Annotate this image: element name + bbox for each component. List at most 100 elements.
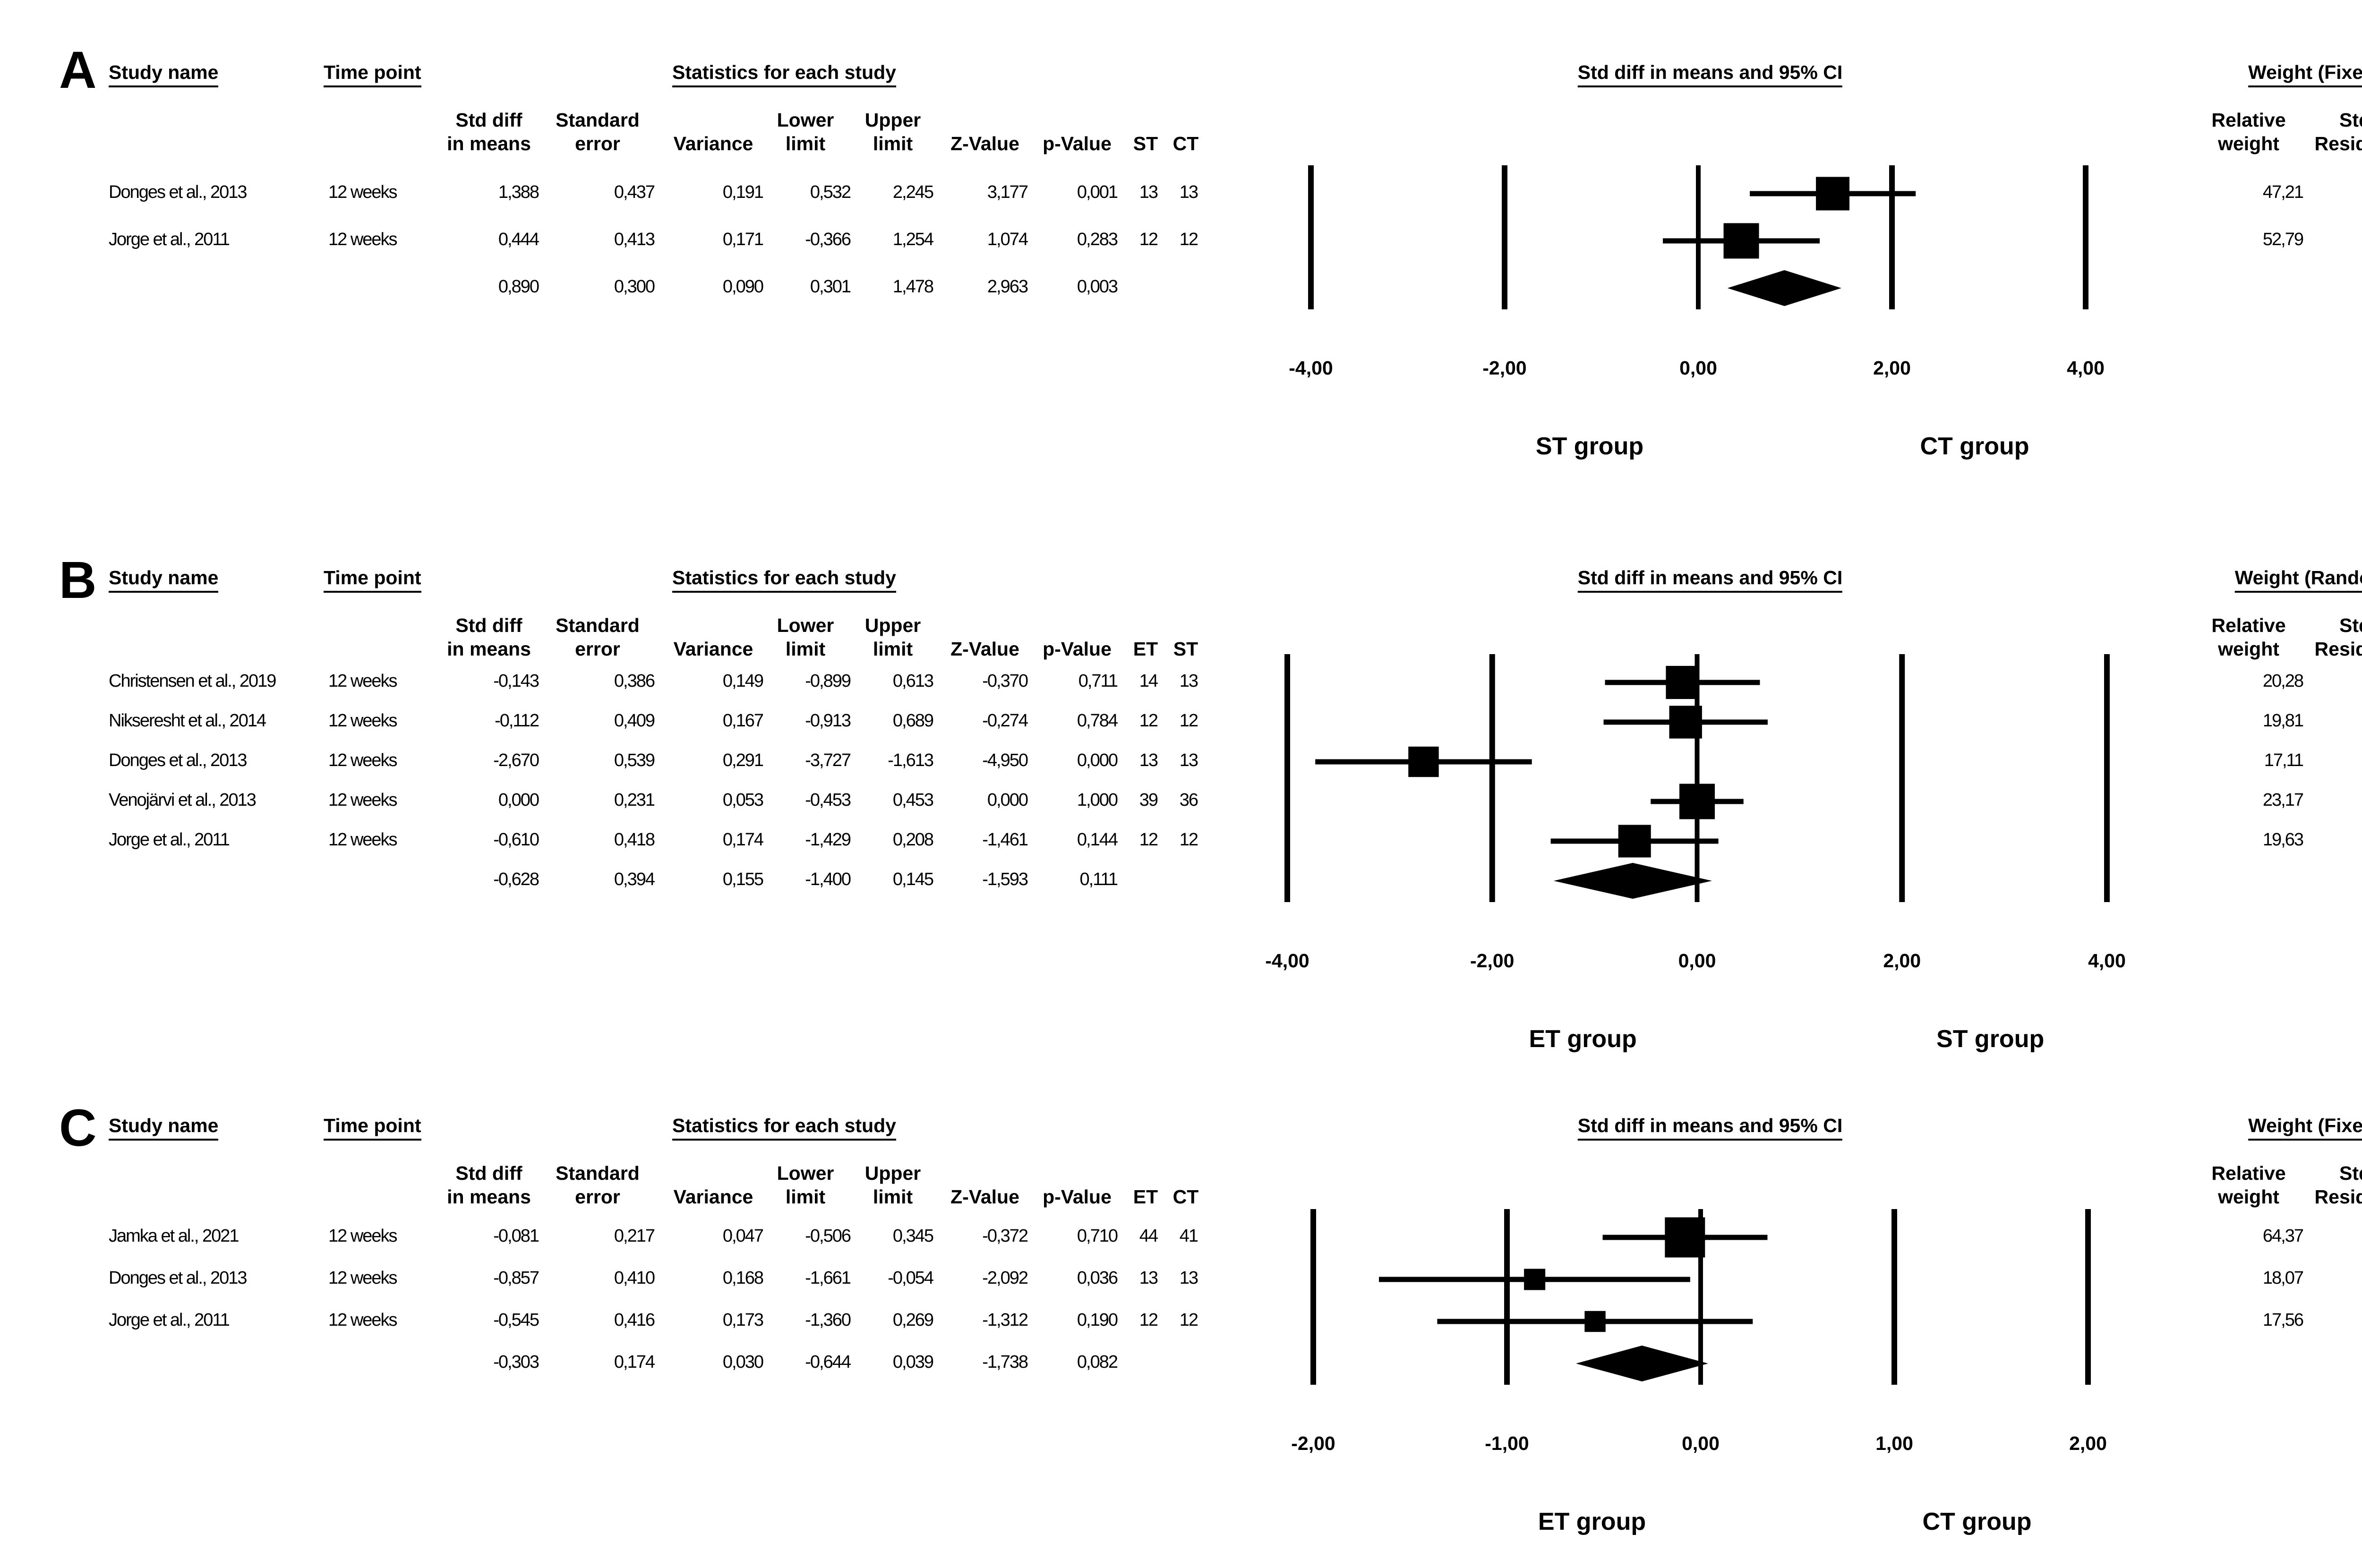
summary-cell-lower: -0,644 bbox=[805, 1352, 851, 1372]
stat-cell-z: 0,000 bbox=[987, 790, 1028, 810]
weight-title-header: Weight (Fixed) bbox=[2248, 1115, 2362, 1141]
col-header-std_resid: Std bbox=[2339, 614, 2362, 636]
plot-title-header: Std diff in means and 95% CI bbox=[1577, 1115, 1843, 1141]
stat-cell-se: 0,386 bbox=[614, 671, 655, 691]
study-name-cell: Jorge et al., 2011 bbox=[109, 230, 230, 249]
time-point-cell: 12 weeks bbox=[328, 1226, 398, 1246]
col-header-std_diff: Std diff bbox=[455, 109, 522, 131]
stat-cell-smd: 1,388 bbox=[498, 182, 539, 202]
stat-cell-z: 3,177 bbox=[987, 182, 1028, 202]
stat-cell-var: 0,149 bbox=[722, 671, 764, 691]
stat-cell-z: -1,461 bbox=[982, 830, 1028, 850]
stat-cell-se: 0,409 bbox=[614, 711, 655, 731]
study-name-header: Study name bbox=[109, 61, 219, 87]
stat-cell-weight: 17,56 bbox=[2262, 1310, 2304, 1330]
col-header-rel_weight: Relative bbox=[2211, 1162, 2286, 1184]
study-name-cell: Donges et al., 2013 bbox=[109, 1268, 248, 1288]
stat-cell-se: 0,410 bbox=[614, 1268, 655, 1288]
stat-cell-se: 0,231 bbox=[614, 790, 655, 810]
stat-cell-n2: 12 bbox=[1179, 230, 1198, 249]
col-header-upper: Upper bbox=[864, 109, 921, 131]
col-header-lower: limit bbox=[785, 1186, 826, 1208]
stat-cell-se: 0,418 bbox=[614, 830, 655, 850]
stat-cell-lower: -0,899 bbox=[805, 671, 851, 691]
weight-title-header: Weight (Fixed) bbox=[2248, 61, 2362, 87]
x-tick-label: -2,00 bbox=[1482, 357, 1527, 379]
stat-cell-z: -0,372 bbox=[982, 1226, 1028, 1246]
stat-cell-n1: 12 bbox=[1139, 230, 1158, 249]
x-tick-label: 2,00 bbox=[1873, 357, 1911, 379]
stat-cell-n2: 36 bbox=[1179, 790, 1198, 810]
stat-cell-upper: 0,689 bbox=[892, 711, 934, 731]
stat-cell-n2: 12 bbox=[1179, 1310, 1198, 1330]
stat-cell-z: -4,950 bbox=[982, 750, 1028, 770]
stat-cell-upper: 0,613 bbox=[892, 671, 934, 691]
stat-cell-var: 0,191 bbox=[722, 182, 764, 202]
plot-title-header: Std diff in means and 95% CI bbox=[1577, 567, 1843, 593]
stat-cell-n2: 41 bbox=[1179, 1226, 1198, 1246]
col-header-upper: Upper bbox=[864, 614, 921, 636]
col-header-z: Z-Value bbox=[950, 638, 1019, 660]
stat-cell-weight: 20,28 bbox=[2262, 671, 2304, 691]
stat-cell-weight: 47,21 bbox=[2262, 182, 2304, 202]
stats-title-header: Statistics for each study bbox=[672, 61, 896, 87]
summary-cell-var: 0,030 bbox=[722, 1352, 764, 1372]
panel-letter: A bbox=[59, 41, 97, 99]
stat-cell-weight: 64,37 bbox=[2262, 1226, 2304, 1246]
x-tick-label: -4,00 bbox=[1289, 357, 1333, 379]
stat-cell-n1: 12 bbox=[1139, 711, 1158, 731]
stat-cell-lower: -1,661 bbox=[805, 1268, 851, 1288]
stat-cell-p: 1,000 bbox=[1077, 790, 1118, 810]
stat-cell-z: -2,092 bbox=[982, 1268, 1028, 1288]
time-point-cell: 12 weeks bbox=[328, 1268, 398, 1288]
study-name-header: Study name bbox=[109, 1115, 219, 1141]
stat-cell-lower: -0,913 bbox=[805, 711, 851, 731]
col-header-std_diff: in means bbox=[447, 638, 531, 660]
stat-cell-smd: -0,143 bbox=[493, 671, 539, 691]
stat-cell-smd: -0,610 bbox=[493, 830, 539, 850]
left-group-label: ST group bbox=[1535, 433, 1644, 460]
effect-square bbox=[1816, 177, 1850, 211]
stat-cell-var: 0,168 bbox=[722, 1268, 764, 1288]
stat-cell-n2: 13 bbox=[1179, 1268, 1198, 1288]
summary-cell-p: 0,082 bbox=[1077, 1352, 1118, 1372]
effect-square bbox=[1408, 746, 1439, 777]
forest-plot-area bbox=[1310, 1209, 2091, 1385]
col-header-p: p-Value bbox=[1043, 1186, 1112, 1208]
col-header-std_diff: Std diff bbox=[455, 614, 522, 636]
study-name-cell: Jamka et al., 2021 bbox=[109, 1226, 240, 1246]
x-tick-label: 2,00 bbox=[2069, 1432, 2107, 1454]
time-point-cell: 12 weeks bbox=[328, 230, 398, 249]
stat-cell-p: 0,144 bbox=[1077, 830, 1118, 850]
plot-title-header: Std diff in means and 95% CI bbox=[1577, 61, 1843, 87]
time-point-cell: 12 weeks bbox=[328, 830, 398, 850]
stat-cell-weight: 23,17 bbox=[2262, 790, 2304, 810]
stat-cell-lower: -0,506 bbox=[805, 1226, 851, 1246]
col-header-lower: limit bbox=[785, 638, 826, 660]
effect-square bbox=[1666, 665, 1699, 699]
stat-cell-n2: 13 bbox=[1179, 671, 1198, 691]
stat-cell-var: 0,167 bbox=[722, 711, 764, 731]
forest-panel-c: C Study name Time point Statistics for each… bbox=[0, 1058, 2362, 1568]
stat-cell-n1: 13 bbox=[1139, 1268, 1158, 1288]
stat-cell-n2: 12 bbox=[1179, 830, 1198, 850]
effect-square bbox=[1669, 706, 1702, 739]
stat-cell-n2: 13 bbox=[1179, 750, 1198, 770]
col-header-std_resid: Residual bbox=[2314, 133, 2362, 154]
summary-cell-smd: -0,628 bbox=[493, 869, 539, 889]
stat-cell-p: 0,711 bbox=[1078, 671, 1118, 691]
effect-square bbox=[1723, 223, 1759, 259]
summary-diamond bbox=[1575, 1346, 1708, 1381]
x-tick-label: 0,00 bbox=[1682, 1432, 1720, 1454]
summary-cell-var: 0,090 bbox=[722, 277, 764, 297]
study-name-cell: Donges et al., 2013 bbox=[109, 182, 248, 202]
col-header-lower: limit bbox=[785, 133, 826, 154]
stat-cell-var: 0,047 bbox=[722, 1226, 764, 1246]
stat-cell-smd: -2,670 bbox=[493, 750, 539, 770]
effect-square bbox=[1618, 825, 1651, 858]
time-point-header: Time point bbox=[324, 567, 421, 593]
col-header-g2: CT bbox=[1172, 1186, 1199, 1208]
col-header-upper: limit bbox=[873, 638, 913, 660]
col-header-g1: ET bbox=[1133, 638, 1158, 660]
col-header-std_error: error bbox=[575, 133, 620, 154]
